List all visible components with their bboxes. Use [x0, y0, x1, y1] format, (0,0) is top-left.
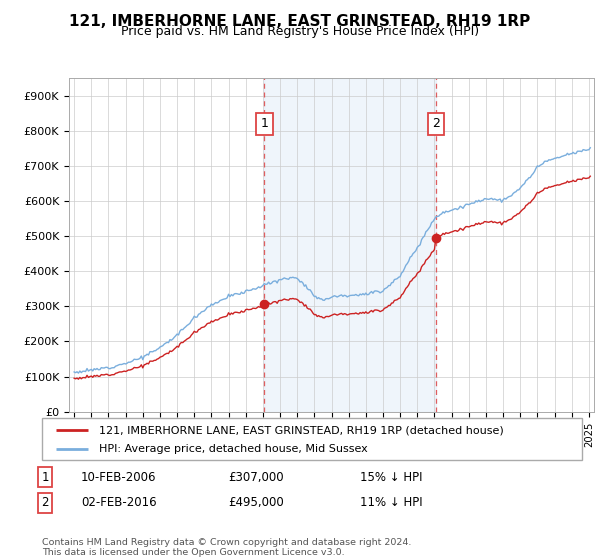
Text: 2: 2	[41, 496, 49, 510]
Text: 15% ↓ HPI: 15% ↓ HPI	[360, 470, 422, 484]
Text: 10-FEB-2006: 10-FEB-2006	[81, 470, 157, 484]
Text: 1: 1	[41, 470, 49, 484]
Text: £495,000: £495,000	[228, 496, 284, 510]
Text: 1: 1	[260, 118, 268, 130]
Bar	[264, 78, 436, 412]
Text: HPI: Average price, detached house, Mid Sussex: HPI: Average price, detached house, Mid …	[98, 445, 367, 454]
Text: Contains HM Land Registry data © Crown copyright and database right 2024.
This d: Contains HM Land Registry data © Crown c…	[42, 538, 412, 557]
Text: 121, IMBERHORNE LANE, EAST GRINSTEAD, RH19 1RP: 121, IMBERHORNE LANE, EAST GRINSTEAD, RH…	[70, 14, 530, 29]
Text: £307,000: £307,000	[228, 470, 284, 484]
Text: Price paid vs. HM Land Registry's House Price Index (HPI): Price paid vs. HM Land Registry's House …	[121, 25, 479, 38]
Text: 02-FEB-2016: 02-FEB-2016	[81, 496, 157, 510]
Text: 11% ↓ HPI: 11% ↓ HPI	[360, 496, 422, 510]
Text: 121, IMBERHORNE LANE, EAST GRINSTEAD, RH19 1RP (detached house): 121, IMBERHORNE LANE, EAST GRINSTEAD, RH…	[98, 425, 503, 435]
FancyBboxPatch shape	[42, 418, 582, 460]
Text: 2: 2	[432, 118, 440, 130]
